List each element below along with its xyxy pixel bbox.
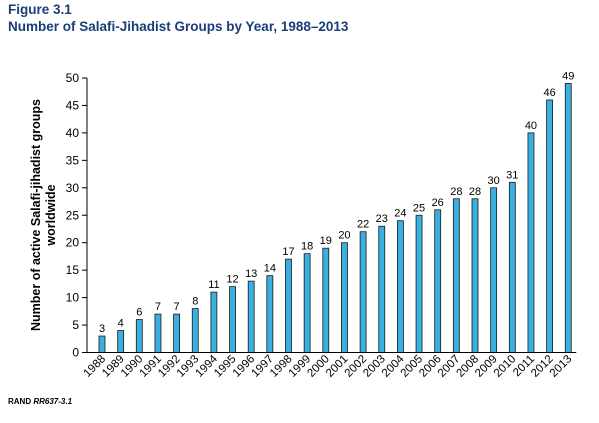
bar-value-label: 18 xyxy=(301,241,313,253)
bar xyxy=(266,275,274,353)
bar xyxy=(341,242,348,353)
bar xyxy=(322,247,330,353)
bar-value-label: 30 xyxy=(488,175,500,187)
bar xyxy=(229,286,236,353)
x-axis: 1988198919901991199219931994199519961997… xyxy=(82,352,577,380)
y-tick-label: 45 xyxy=(66,98,80,112)
bar-value-label: 25 xyxy=(413,202,425,214)
bar xyxy=(154,313,162,353)
bar-value-label: 3 xyxy=(99,323,105,335)
bar xyxy=(135,319,143,353)
bar-value-label: 17 xyxy=(282,246,294,258)
bar xyxy=(508,181,516,353)
bar-value-label: 46 xyxy=(543,87,555,99)
bar xyxy=(490,187,498,353)
bar xyxy=(396,220,404,353)
bar xyxy=(452,198,460,353)
bar xyxy=(546,99,553,353)
figure-label: Figure 3.1 xyxy=(8,2,72,17)
y-tick-label: 0 xyxy=(72,346,79,360)
y-axis-label: Number of active Salafi-jihadist groups w… xyxy=(29,99,58,331)
bar-value-label: 11 xyxy=(208,279,219,291)
bar-value-label: 20 xyxy=(338,230,350,242)
bar-value-label: 23 xyxy=(376,213,388,225)
y-tick-label: 5 xyxy=(72,318,79,332)
y-tick-label: 35 xyxy=(66,153,80,167)
bar xyxy=(191,308,199,353)
bar xyxy=(564,83,572,353)
bar-value-label: 8 xyxy=(192,296,198,308)
source-note: RAND RR637-3.1 xyxy=(8,397,72,406)
bar-value-label: 31 xyxy=(506,169,518,181)
y-tick-label: 10 xyxy=(66,291,80,305)
y-tick-label: 25 xyxy=(66,208,80,222)
bar xyxy=(378,225,386,353)
y-axis-label-line: worldwide xyxy=(44,184,58,246)
bar xyxy=(173,313,181,353)
bar xyxy=(527,132,535,353)
y-tick-label: 20 xyxy=(66,236,80,250)
x-tick-label: 2013 xyxy=(548,353,575,380)
y-tick-label: 50 xyxy=(66,71,80,85)
y-tick-label: 15 xyxy=(66,263,80,277)
bar-value-label: 26 xyxy=(432,197,444,209)
bar xyxy=(471,198,479,353)
y-tick-label: 30 xyxy=(66,181,80,195)
bar xyxy=(434,209,442,353)
figure-title: Number of Salafi-Jihadist Groups by Year… xyxy=(8,19,349,34)
y-tick-label: 40 xyxy=(66,126,80,140)
bar-value-label: 22 xyxy=(357,219,369,231)
bar-value-label: 28 xyxy=(469,186,481,198)
bar-value-label: 40 xyxy=(525,120,537,132)
bar xyxy=(285,258,292,353)
bar xyxy=(359,231,367,353)
bar-value-label: 14 xyxy=(264,263,276,275)
bar xyxy=(303,253,311,353)
bar xyxy=(117,330,125,353)
bar-value-label: 6 xyxy=(136,307,142,319)
bar-value-label: 24 xyxy=(394,208,406,220)
bar-value-label: 19 xyxy=(320,235,332,247)
y-axis: 0 5 10 15 20 25 30 35 40 45 50 xyxy=(66,71,88,360)
bar-value-label: 7 xyxy=(174,301,180,313)
bar-value-label: 49 xyxy=(562,70,574,82)
bar-value-label: 13 xyxy=(245,268,257,280)
bar xyxy=(415,214,423,353)
bar-value-label: 28 xyxy=(450,186,462,198)
bar-value-label: 7 xyxy=(155,301,161,313)
bar xyxy=(210,291,218,353)
y-axis-label-line: Number of active Salafi-jihadist groups xyxy=(29,99,43,331)
source-prefix: RAND xyxy=(8,397,34,406)
bar xyxy=(98,335,106,353)
bar-value-label: 4 xyxy=(118,318,124,330)
source-id: RR637-3.1 xyxy=(33,397,73,406)
bar-value-label: 12 xyxy=(226,274,238,286)
bar xyxy=(247,280,255,353)
